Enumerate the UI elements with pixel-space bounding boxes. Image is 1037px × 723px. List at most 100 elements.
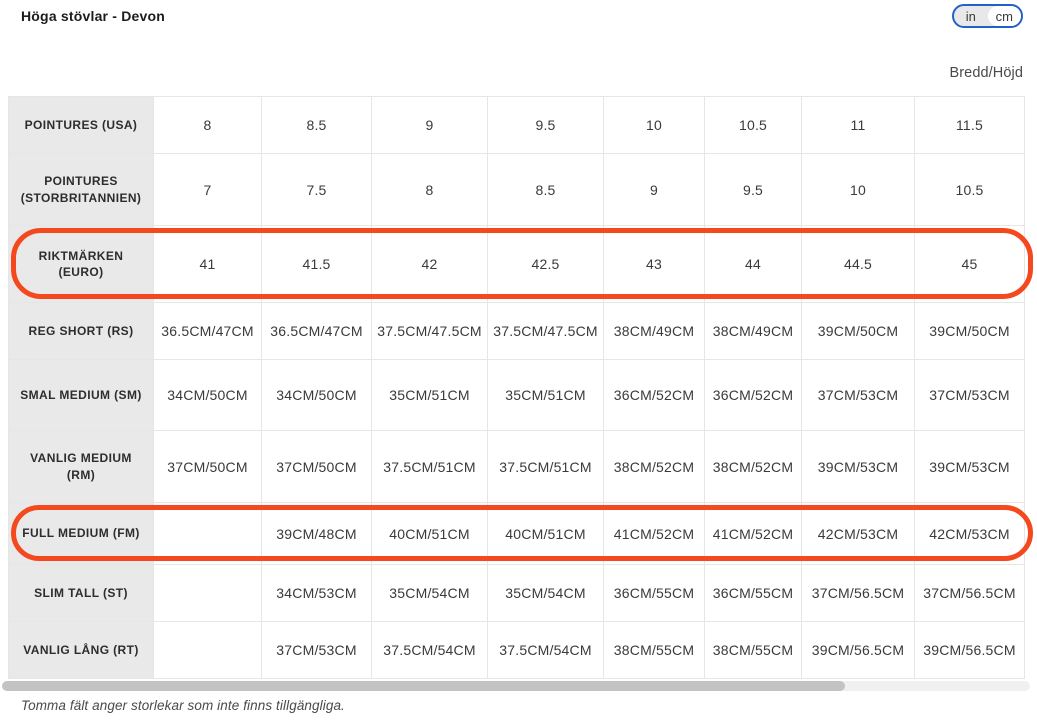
size-cell: 37CM/50CM xyxy=(153,430,262,503)
size-cell: 37CM/53CM xyxy=(914,359,1025,431)
size-cell: 38CM/55CM xyxy=(704,621,802,679)
size-cell: 37.5CM/51CM xyxy=(487,430,604,503)
row-label: FULL MEDIUM (FM) xyxy=(8,502,154,565)
size-cell: 43 xyxy=(603,225,705,303)
size-cell: 37.5CM/54CM xyxy=(371,621,488,679)
size-cell: 7.5 xyxy=(261,153,372,226)
size-cell: 37.5CM/47.5CM xyxy=(487,302,604,360)
size-cell: 38CM/55CM xyxy=(603,621,705,679)
size-cell: 38CM/49CM xyxy=(704,302,802,360)
unit-option-cm[interactable]: cm xyxy=(987,6,1021,26)
size-cell: 8 xyxy=(153,96,262,154)
size-cell xyxy=(153,502,262,565)
size-cell xyxy=(153,564,262,622)
size-cell: 34CM/50CM xyxy=(153,359,262,431)
size-cell: 37CM/56.5CM xyxy=(914,564,1025,622)
size-cell: 7 xyxy=(153,153,262,226)
row-label: POINTURES (STORBRITANNIEN) xyxy=(8,153,154,226)
size-table-wrap: POINTURES (USA) 8 8.5 9 9.5 10 10.5 11 11.5 POINT… xyxy=(8,96,1033,679)
size-cell: 10.5 xyxy=(704,96,802,154)
table-row: POINTURES (STORBRITANNIEN) 7 7.5 8 8.5 9 9.5 10… xyxy=(8,153,1025,226)
size-cell: 35CM/54CM xyxy=(371,564,488,622)
size-cell: 38CM/52CM xyxy=(603,430,705,503)
table-row: VANLIG MEDIUM (RM) 37CM/50CM 37CM/50CM 37.5… xyxy=(8,430,1025,503)
table-row: SMAL MEDIUM (SM) 34CM/50CM 34CM/50CM 35CM/5… xyxy=(8,359,1025,431)
size-cell: 9 xyxy=(371,96,488,154)
table-row: SLIM TALL (ST) 34CM/53CM 35CM/54CM 35CM/54C… xyxy=(8,564,1025,622)
width-height-label: Bredd/Höjd xyxy=(949,65,1023,81)
horizontal-scrollbar-track[interactable] xyxy=(2,681,1030,691)
row-label: REG SHORT (RS) xyxy=(8,302,154,360)
size-table: POINTURES (USA) 8 8.5 9 9.5 10 10.5 11 11.5 POINT… xyxy=(8,96,1025,679)
size-cell: 37.5CM/54CM xyxy=(487,621,604,679)
size-cell: 39CM/56.5CM xyxy=(914,621,1025,679)
size-cell: 41CM/52CM xyxy=(603,502,705,565)
size-cell: 11.5 xyxy=(914,96,1025,154)
size-cell: 42 xyxy=(371,225,488,303)
size-cell: 36.5CM/47CM xyxy=(261,302,372,360)
size-cell: 37CM/53CM xyxy=(261,621,372,679)
size-cell: 11 xyxy=(801,96,915,154)
size-cell: 37CM/53CM xyxy=(801,359,915,431)
footnote: Tomma fält anger storlekar som inte finn… xyxy=(21,698,345,713)
size-cell: 36CM/52CM xyxy=(603,359,705,431)
table-row: POINTURES (USA) 8 8.5 9 9.5 10 10.5 11 11.5 xyxy=(8,96,1025,154)
size-cell: 39CM/53CM xyxy=(914,430,1025,503)
size-cell: 37CM/56.5CM xyxy=(801,564,915,622)
row-label: SMAL MEDIUM (SM) xyxy=(8,359,154,431)
size-cell: 39CM/50CM xyxy=(914,302,1025,360)
row-label: VANLIG MEDIUM (RM) xyxy=(8,430,154,503)
size-cell: 38CM/49CM xyxy=(603,302,705,360)
row-label: POINTURES (USA) xyxy=(8,96,154,154)
size-cell: 42.5 xyxy=(487,225,604,303)
table-row: REG SHORT (RS) 36.5CM/47CM 36.5CM/47CM 37.5… xyxy=(8,302,1025,360)
size-cell: 35CM/54CM xyxy=(487,564,604,622)
size-cell: 40CM/51CM xyxy=(371,502,488,565)
table-row: VANLIG LÅNG (RT) 37CM/53CM 37.5CM/54CM 37.5… xyxy=(8,621,1025,679)
size-cell xyxy=(153,621,262,679)
size-cell: 36CM/55CM xyxy=(603,564,705,622)
size-cell: 35CM/51CM xyxy=(371,359,488,431)
size-cell: 40CM/51CM xyxy=(487,502,604,565)
size-cell: 44 xyxy=(704,225,802,303)
unit-toggle[interactable]: in cm xyxy=(952,4,1023,28)
size-cell: 9.5 xyxy=(704,153,802,226)
size-cell: 10 xyxy=(801,153,915,226)
size-cell: 8 xyxy=(371,153,488,226)
size-cell: 8.5 xyxy=(261,96,372,154)
size-cell: 36.5CM/47CM xyxy=(153,302,262,360)
size-cell: 9 xyxy=(603,153,705,226)
size-cell: 35CM/51CM xyxy=(487,359,604,431)
size-cell: 9.5 xyxy=(487,96,604,154)
table-row: FULL MEDIUM (FM) 39CM/48CM 40CM/51CM 40CM/5… xyxy=(8,502,1025,565)
size-cell: 34CM/53CM xyxy=(261,564,372,622)
size-cell: 45 xyxy=(914,225,1025,303)
size-cell: 10 xyxy=(603,96,705,154)
size-cell: 8.5 xyxy=(487,153,604,226)
unit-option-in[interactable]: in xyxy=(965,8,976,24)
size-cell: 38CM/52CM xyxy=(704,430,802,503)
size-cell: 10.5 xyxy=(914,153,1025,226)
size-cell: 36CM/52CM xyxy=(704,359,802,431)
size-cell: 37.5CM/47.5CM xyxy=(371,302,488,360)
size-cell: 44.5 xyxy=(801,225,915,303)
size-cell: 34CM/50CM xyxy=(261,359,372,431)
size-cell: 39CM/56.5CM xyxy=(801,621,915,679)
size-cell: 37.5CM/51CM xyxy=(371,430,488,503)
size-cell: 36CM/55CM xyxy=(704,564,802,622)
row-label: RIKTMÄRKEN (EURO) xyxy=(8,225,154,303)
size-cell: 41.5 xyxy=(261,225,372,303)
size-cell: 42CM/53CM xyxy=(914,502,1025,565)
size-cell: 42CM/53CM xyxy=(801,502,915,565)
size-cell: 39CM/50CM xyxy=(801,302,915,360)
size-cell: 39CM/53CM xyxy=(801,430,915,503)
horizontal-scrollbar-thumb[interactable] xyxy=(2,681,845,691)
page-title: Höga stövlar - Devon xyxy=(21,8,166,24)
row-label: VANLIG LÅNG (RT) xyxy=(8,621,154,679)
table-row: RIKTMÄRKEN (EURO) 41 41.5 42 42.5 43 44 44.5 45 xyxy=(8,225,1025,303)
size-cell: 41CM/52CM xyxy=(704,502,802,565)
row-label: SLIM TALL (ST) xyxy=(8,564,154,622)
size-cell: 39CM/48CM xyxy=(261,502,372,565)
size-cell: 41 xyxy=(153,225,262,303)
